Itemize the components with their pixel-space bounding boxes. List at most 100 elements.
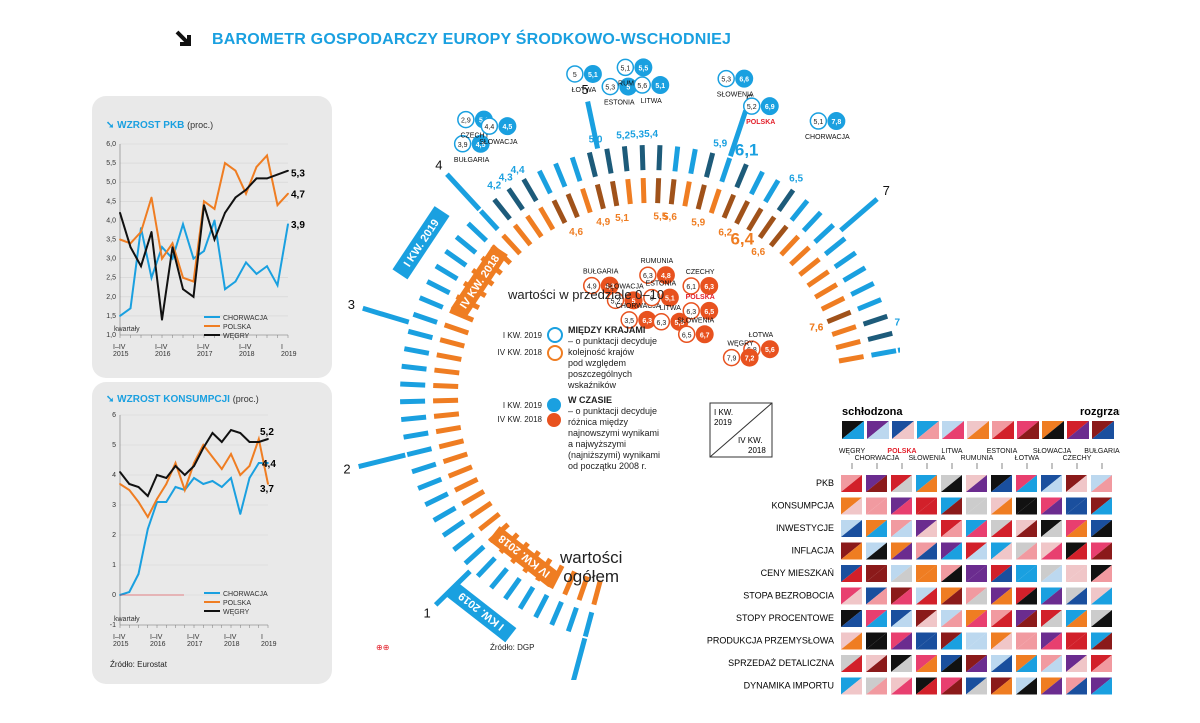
q4-value-chorwacja: 5,1: [615, 213, 629, 224]
country-header: CZECHY: [1063, 455, 1092, 462]
q1-country: POLSKA: [746, 119, 775, 126]
cell-q4: [841, 497, 862, 515]
point: [245, 261, 247, 264]
q1-value-słowenia: 5,9: [713, 139, 727, 150]
segment-q1: [749, 170, 765, 196]
l2t2: najnowszymi wynikami: [568, 428, 660, 438]
segment-q1: [857, 297, 883, 312]
segment-q1: [452, 532, 475, 552]
point: [213, 208, 216, 210]
cell-q4: [941, 610, 962, 627]
legend2-text: W CZASIE – o punktacji decyduje różnica …: [568, 395, 660, 472]
cell-q4: [1091, 677, 1112, 695]
legend2-q4: IV KW. 2018: [497, 415, 542, 424]
band-q4-top-bg: [450, 244, 508, 319]
q4-value-słowacja: 4,9: [596, 217, 610, 228]
segment-q1: [850, 281, 875, 297]
scale-swatch-b: [892, 421, 914, 439]
scale-label: 2: [343, 461, 350, 476]
x-tick-label: I–IV: [113, 344, 126, 351]
l2t1: różnica między: [568, 417, 629, 427]
point: [224, 211, 226, 214]
segment-q1: [672, 146, 681, 172]
segment-q4: [640, 178, 647, 204]
point: [128, 483, 131, 485]
q4-bubble-ring-value: 6,3: [656, 320, 666, 327]
segment-q1: [776, 188, 796, 212]
box-diagonal: [709, 402, 773, 458]
gdp-unit: (proc.): [187, 120, 214, 130]
q4-country: LITWA: [660, 305, 681, 312]
segment-q1: [407, 328, 434, 341]
point: [193, 465, 195, 467]
cell-q4: [966, 632, 987, 650]
legend1-text: MIĘDZY KRAJAMI – o punktacji decyduje ko…: [568, 325, 657, 391]
segment-q1: [454, 234, 478, 255]
q4-bubble-dot-value: 4,3: [605, 284, 615, 291]
cell-q4: [966, 677, 987, 695]
q1-country: SŁOWENIA: [717, 92, 754, 99]
l2t4: (najniższymi) wynikami: [568, 450, 661, 460]
cell-q4: [891, 587, 912, 605]
segment-q1: [549, 600, 564, 626]
segment-q1: [400, 381, 426, 388]
point: [267, 483, 269, 485]
segment-q1: [492, 197, 512, 221]
point: [165, 501, 168, 503]
country-header: ESTONIA: [987, 448, 1018, 455]
total-label: wartości ogółem: [560, 548, 622, 586]
cell-q4: [841, 655, 862, 672]
cell-q4: [1016, 565, 1037, 582]
scale-note: wartości w przedziale 0–10: [508, 287, 665, 302]
cell-q4: [891, 677, 912, 695]
l1t4: wskaźników: [568, 380, 617, 390]
q4-bubble-dot-value: 5,6: [765, 347, 775, 354]
segment-q1: [862, 313, 889, 327]
point: [202, 447, 205, 449]
q1-value-rumunia: 5,3: [630, 129, 644, 140]
cell-q4: [1091, 542, 1112, 560]
cell-q4: [966, 565, 987, 582]
series-line-chorwacja: [119, 220, 289, 317]
segment-q4: [447, 464, 473, 479]
q1-bubble-ring: [633, 76, 652, 94]
x-tick-label: I: [261, 634, 263, 641]
q4-bubble-ring: [682, 302, 700, 320]
q1-bubble-ring-value: 5,1: [813, 119, 823, 126]
q1-bubble-ring-value: 5,3: [721, 77, 731, 84]
cell-q4: [966, 610, 987, 627]
segment-q1: [426, 279, 451, 296]
point: [287, 192, 289, 195]
cell-q4: [1066, 475, 1087, 492]
consumption-chart: 6543210-1I–IV2015I–IV2016I–IV2017I–IV201…: [110, 412, 277, 648]
cell-q4: [891, 520, 912, 537]
cell-q4: [916, 655, 937, 672]
segment-q4: [591, 579, 603, 606]
segment-q4: [442, 451, 469, 465]
point: [203, 204, 205, 207]
scale-swatch-b: [867, 421, 889, 439]
segment-q1: [418, 295, 444, 310]
q1-value-estonia: 5,2: [616, 130, 630, 141]
segment-q1: [801, 210, 823, 233]
country-header: SŁOWENIA: [909, 455, 946, 462]
cell-q4: [941, 542, 962, 560]
cell-q4: [991, 475, 1012, 492]
q1-value-bułgaria: 4,2: [487, 180, 501, 191]
segment-q4: [478, 511, 501, 532]
cell-q4: [916, 587, 937, 605]
cell-q4: [966, 475, 987, 492]
cell-q4: [866, 497, 887, 515]
segment-q4: [655, 178, 662, 204]
cell-q4: [1041, 655, 1062, 672]
q1-bubble-ring: [809, 112, 828, 130]
point: [224, 162, 226, 164]
q1-country: CZECHY: [460, 133, 489, 140]
segment-q4: [469, 500, 493, 520]
point: [192, 257, 195, 260]
l2t5: od początku 2008 r.: [568, 461, 647, 471]
segment-q1: [688, 148, 698, 175]
point: [146, 528, 149, 530]
point: [119, 483, 121, 485]
q1-value-chorwacja: 6,5: [789, 174, 803, 185]
